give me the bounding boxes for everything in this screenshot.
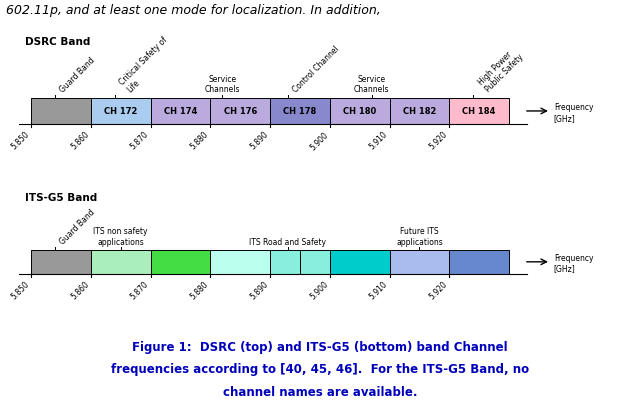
- Text: 5.920: 5.920: [428, 279, 449, 301]
- Text: Frequency: Frequency: [554, 253, 593, 262]
- Text: Future ITS
applications: Future ITS applications: [396, 226, 443, 246]
- Bar: [31, 99, 91, 124]
- Text: Guard Band: Guard Band: [58, 56, 97, 94]
- Text: 5.880: 5.880: [189, 130, 211, 151]
- Text: Guard Band: Guard Band: [58, 207, 97, 246]
- Text: CH 174: CH 174: [164, 107, 197, 116]
- Bar: [211, 99, 270, 124]
- Text: 5.920: 5.920: [428, 130, 449, 151]
- Bar: [150, 250, 211, 274]
- Bar: [150, 99, 211, 124]
- Text: CH 178: CH 178: [284, 107, 317, 116]
- Text: 5.870: 5.870: [129, 279, 150, 301]
- Text: 5.910: 5.910: [368, 279, 390, 301]
- Text: [GHz]: [GHz]: [554, 114, 575, 123]
- Text: 5.850: 5.850: [10, 130, 31, 151]
- Text: DSRC Band: DSRC Band: [25, 37, 90, 47]
- Text: Frequency: Frequency: [554, 102, 593, 111]
- Bar: [91, 250, 150, 274]
- Text: 602.11p, and at least one mode for localization. In addition,: 602.11p, and at least one mode for local…: [6, 4, 381, 17]
- Text: Service
Channels: Service Channels: [205, 75, 240, 94]
- Bar: [31, 250, 91, 274]
- Bar: [330, 250, 390, 274]
- Text: CH 172: CH 172: [104, 107, 138, 116]
- Text: channel names are available.: channel names are available.: [223, 385, 417, 398]
- Text: Critical Safety of
Life: Critical Safety of Life: [118, 36, 177, 94]
- Bar: [390, 250, 449, 274]
- Text: 5.890: 5.890: [248, 130, 270, 151]
- Text: Figure 1:  DSRC (top) and ITS-G5 (bottom) band Channel: Figure 1: DSRC (top) and ITS-G5 (bottom)…: [132, 340, 508, 353]
- Text: Control Channel: Control Channel: [291, 44, 341, 94]
- Bar: [449, 99, 509, 124]
- Text: CH 176: CH 176: [223, 107, 257, 116]
- Text: Service
Channels: Service Channels: [354, 75, 389, 94]
- Text: 5.860: 5.860: [69, 130, 91, 151]
- Text: ITS-G5 Band: ITS-G5 Band: [25, 193, 97, 202]
- Bar: [330, 99, 390, 124]
- Text: ITS Road and Safety: ITS Road and Safety: [250, 237, 326, 246]
- Text: 5.900: 5.900: [308, 130, 330, 151]
- Text: CH 184: CH 184: [463, 107, 496, 116]
- Bar: [300, 250, 330, 274]
- Bar: [270, 99, 330, 124]
- Text: CH 182: CH 182: [403, 107, 436, 116]
- Bar: [91, 99, 150, 124]
- Bar: [211, 250, 270, 274]
- Text: CH 180: CH 180: [343, 107, 376, 116]
- Text: ITS non safety
applications: ITS non safety applications: [93, 226, 148, 246]
- Text: 5.880: 5.880: [189, 279, 211, 301]
- Text: 5.900: 5.900: [308, 279, 330, 301]
- Bar: [449, 250, 509, 274]
- Text: 5.870: 5.870: [129, 130, 150, 151]
- Bar: [270, 250, 300, 274]
- Text: High Power
Public Safety: High Power Public Safety: [476, 45, 525, 94]
- Text: frequencies according to [40, 45, 46].  For the ITS-G5 Band, no: frequencies according to [40, 45, 46]. F…: [111, 362, 529, 375]
- Text: 5.850: 5.850: [10, 279, 31, 301]
- Text: 5.910: 5.910: [368, 130, 390, 151]
- Text: 5.860: 5.860: [69, 279, 91, 301]
- Text: 5.890: 5.890: [248, 279, 270, 301]
- Bar: [390, 99, 449, 124]
- Text: [GHz]: [GHz]: [554, 264, 575, 273]
